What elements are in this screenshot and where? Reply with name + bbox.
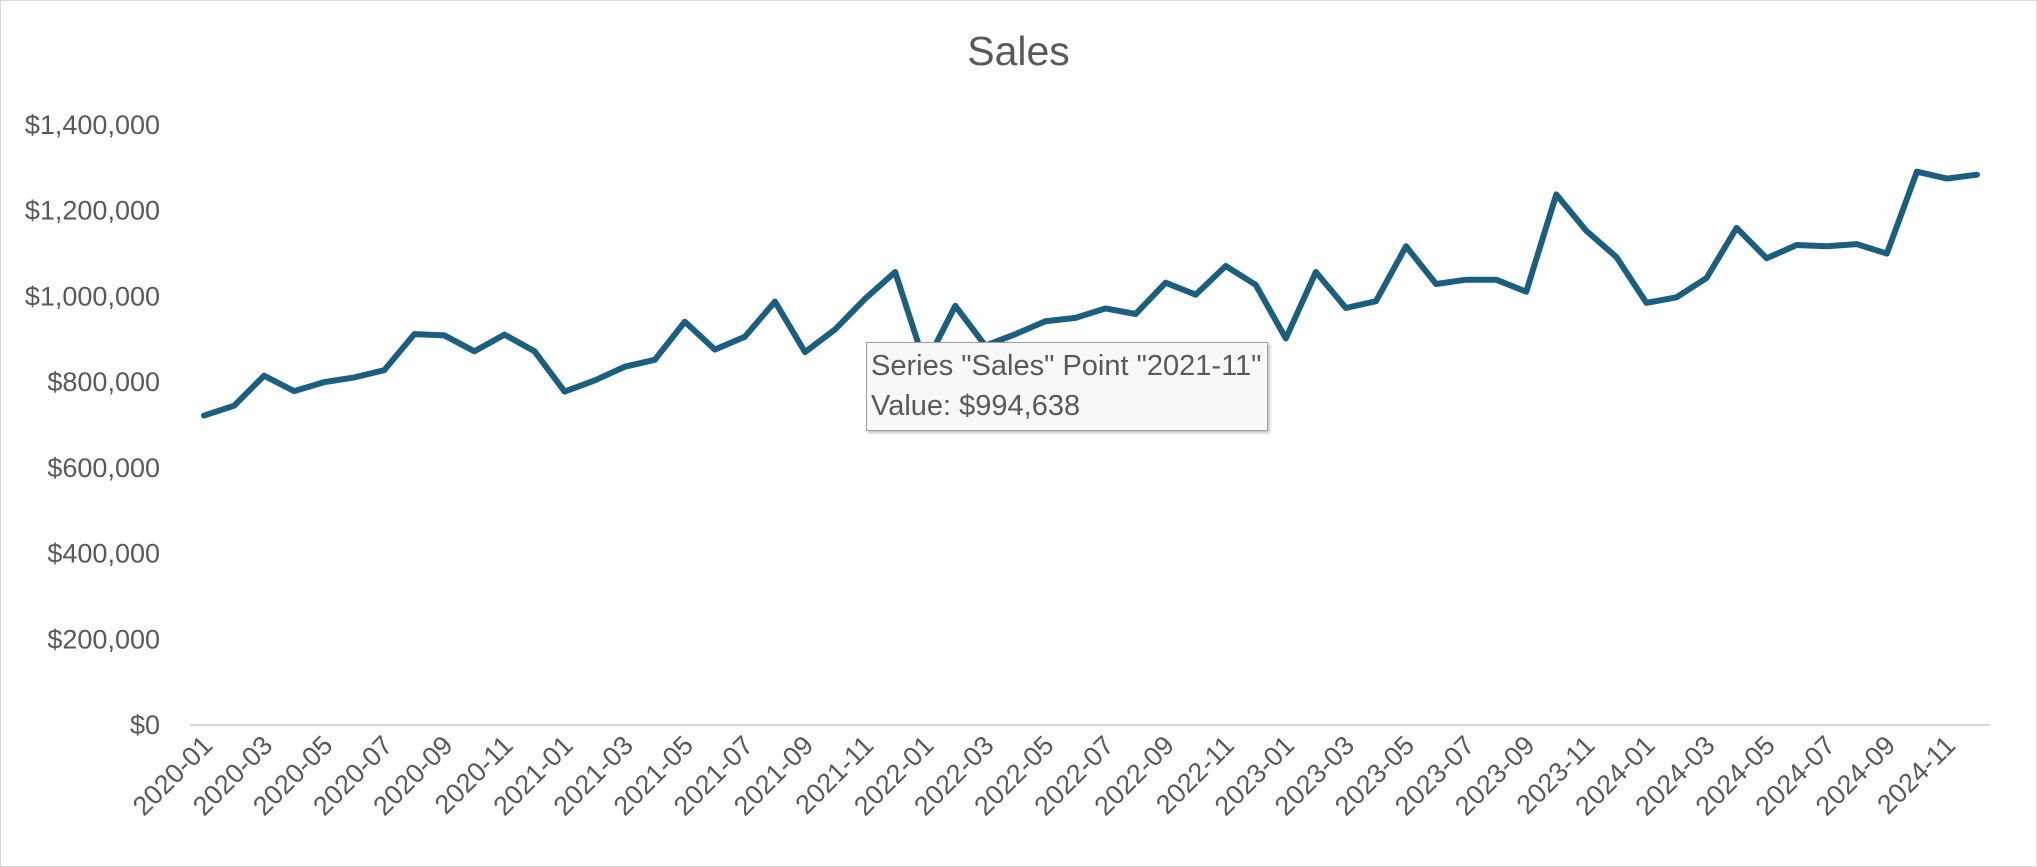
data-point-tooltip: Series "Sales" Point "2021-11" Value: $9…	[866, 342, 1269, 431]
y-tick-label: $200,000	[47, 624, 160, 654]
data-point-2024-05[interactable]	[1760, 251, 1774, 265]
data-point-2021-03[interactable]	[618, 360, 632, 374]
data-point-2023-05[interactable]	[1399, 239, 1413, 253]
data-point-2021-05[interactable]	[678, 315, 692, 329]
data-point-2022-10[interactable]	[1189, 288, 1203, 302]
data-point-2023-08[interactable]	[1489, 273, 1503, 287]
data-point-2024-01[interactable]	[1639, 296, 1653, 310]
data-point-2020-08[interactable]	[407, 327, 421, 341]
data-point-2020-06[interactable]	[347, 370, 361, 384]
series-line-sales[interactable]	[201, 168, 1980, 419]
data-point-2023-06[interactable]	[1429, 277, 1443, 291]
y-tick-label: $800,000	[47, 367, 160, 397]
data-point-2020-03[interactable]	[257, 369, 271, 383]
data-point-2020-01[interactable]	[197, 409, 211, 423]
data-point-2023-01[interactable]	[1279, 331, 1293, 345]
data-point-2020-02[interactable]	[227, 399, 241, 413]
data-point-2024-06[interactable]	[1790, 238, 1804, 252]
data-point-2023-09[interactable]	[1519, 285, 1533, 299]
data-point-2023-03[interactable]	[1339, 301, 1353, 315]
data-point-2021-12[interactable]	[888, 265, 902, 279]
data-point-2022-08[interactable]	[1129, 307, 1143, 321]
data-point-2020-09[interactable]	[437, 328, 451, 342]
data-point-2024-07[interactable]	[1820, 239, 1834, 253]
data-point-2022-04[interactable]	[1008, 327, 1022, 341]
data-point-2023-12[interactable]	[1609, 250, 1623, 264]
data-point-2022-11[interactable]	[1219, 259, 1233, 273]
data-point-2020-10[interactable]	[467, 344, 481, 358]
data-point-2024-03[interactable]	[1700, 271, 1714, 285]
y-tick-label: $400,000	[47, 539, 160, 569]
data-point-2023-07[interactable]	[1459, 273, 1473, 287]
data-point-2024-10[interactable]	[1910, 165, 1924, 179]
data-point-2023-11[interactable]	[1579, 224, 1593, 238]
y-tick-label: $600,000	[47, 453, 160, 483]
data-point-2022-07[interactable]	[1099, 301, 1113, 315]
y-tick-label: $0	[130, 710, 160, 740]
data-point-2021-10[interactable]	[828, 322, 842, 336]
data-point-2024-02[interactable]	[1669, 290, 1683, 304]
data-point-2021-04[interactable]	[648, 353, 662, 367]
data-point-2024-08[interactable]	[1850, 237, 1864, 251]
data-point-2023-10[interactable]	[1549, 187, 1563, 201]
data-point-2024-12[interactable]	[1970, 168, 1984, 182]
data-point-2024-04[interactable]	[1730, 221, 1744, 235]
data-point-2021-08[interactable]	[768, 295, 782, 309]
data-point-2021-09[interactable]	[798, 345, 812, 359]
y-axis: $0 $200,000 $400,000 $600,000 $800,000 $1,000…	[25, 110, 160, 740]
data-point-2024-11[interactable]	[1940, 172, 1954, 186]
data-point-2023-02[interactable]	[1309, 265, 1323, 279]
data-point-2022-02[interactable]	[948, 299, 962, 313]
data-point-2023-04[interactable]	[1369, 294, 1383, 308]
data-point-2021-07[interactable]	[738, 330, 752, 344]
chart-title: Sales	[967, 28, 1070, 74]
y-tick-label: $1,000,000	[25, 281, 160, 311]
data-point-2020-07[interactable]	[377, 363, 391, 377]
y-tick-label: $1,400,000	[25, 110, 160, 140]
data-point-2020-11[interactable]	[498, 328, 512, 342]
data-point-2022-09[interactable]	[1159, 276, 1173, 290]
data-point-2024-09[interactable]	[1880, 247, 1894, 261]
tooltip-value: Value: $994,638	[871, 390, 1081, 422]
tooltip-series-point: Series "Sales" Point "2021-11"	[871, 350, 1262, 382]
y-tick-label: $1,200,000	[25, 196, 160, 226]
data-point-2020-05[interactable]	[317, 375, 331, 389]
data-point-2022-06[interactable]	[1068, 311, 1082, 325]
data-point-2022-05[interactable]	[1038, 314, 1052, 328]
data-point-2020-12[interactable]	[528, 344, 542, 358]
x-axis: 2020-012020-032020-052020-072020-092020-…	[127, 730, 1961, 821]
data-point-2021-11[interactable]	[858, 292, 872, 306]
data-point-2021-06[interactable]	[708, 343, 722, 357]
data-point-2021-01[interactable]	[558, 385, 572, 399]
data-point-2020-04[interactable]	[287, 384, 301, 398]
data-point-2021-02[interactable]	[588, 373, 602, 387]
data-point-2022-12[interactable]	[1249, 278, 1263, 292]
